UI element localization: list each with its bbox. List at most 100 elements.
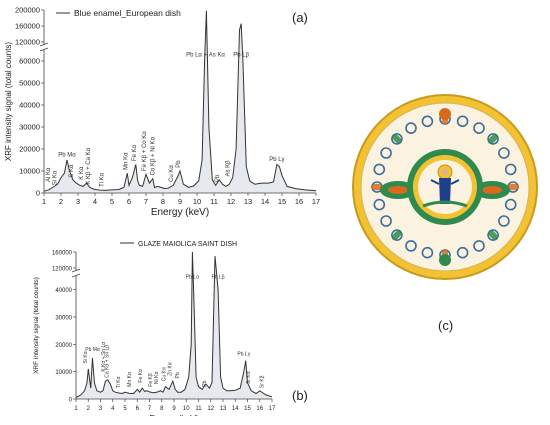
- y-tick-label: 0: [69, 398, 73, 404]
- leaf-motif: [488, 230, 498, 240]
- x-tick-label: 7: [148, 406, 152, 412]
- peak-label: Pb: [215, 174, 221, 182]
- spectrum-line: [43, 10, 317, 192]
- scroll-motif: [380, 215, 392, 227]
- x-tick-label: 16: [295, 197, 303, 206]
- peak-label: Zn Kα: [168, 362, 174, 376]
- peak-label: K Kα: [79, 166, 85, 180]
- dish-image: [352, 94, 538, 280]
- y-tick-label: 40000: [19, 101, 40, 110]
- y-tick-label: 160000: [15, 22, 40, 31]
- y-tick-label: 60000: [19, 57, 40, 66]
- ground-strip: [422, 200, 468, 208]
- scroll-motif: [456, 115, 469, 128]
- peak-label: K Kα + Sn Lα: [101, 342, 107, 372]
- x-tick-label: 3: [76, 197, 80, 206]
- x-tick-label: 5: [123, 406, 127, 412]
- x-tick-label: 4: [93, 197, 97, 206]
- peak-label: Cu Kα: [161, 367, 167, 381]
- xrf-chart-a: 1 2 3 4 5 6 7 8 9 10 11 12 13 14 15 16 17 0 10000 20000 3000…: [0, 0, 330, 225]
- axis-break-gap: [40, 45, 48, 49]
- x-tick-label: 10: [183, 406, 190, 412]
- scroll-motif: [456, 246, 469, 259]
- peak-label: Ni Kα: [154, 372, 160, 384]
- scroll-motif: [498, 215, 510, 227]
- x-tick-label: 3: [99, 406, 103, 412]
- x-tick-label: 1: [42, 197, 46, 206]
- leaf-motif: [392, 134, 402, 144]
- x-tick-label: 17: [269, 406, 276, 412]
- panel-label-b: (b): [292, 388, 308, 403]
- axis-break-mark: [71, 268, 81, 273]
- peak-label: Si Kα: [83, 351, 89, 363]
- x-tick-label: 5: [110, 197, 114, 206]
- x-tick-label: 14: [261, 197, 269, 206]
- x-tick-label: 1: [74, 406, 78, 412]
- y-tick-label: 20000: [55, 343, 72, 349]
- y-tick-label: 50000: [19, 79, 40, 88]
- xrf-chart-a-svg: 1 2 3 4 5 6 7 8 9 10 11 12 13 14 15 16 17010000200003000…: [4, 6, 320, 219]
- x-tick-label: 8: [160, 406, 164, 412]
- x-tick-label: 13: [244, 197, 252, 206]
- saint-arm: [430, 179, 440, 185]
- y-tick-label: 30000: [19, 123, 40, 132]
- x-tick-label: 13: [220, 406, 227, 412]
- peak-label: Mn Kα: [123, 152, 129, 170]
- scroll-motif: [487, 133, 499, 145]
- axis-break-mark: [71, 273, 81, 278]
- left-cartouche-inner: [388, 186, 408, 194]
- peak-label: Pb Lβ: [212, 275, 225, 281]
- leaf-motif: [488, 134, 498, 144]
- scroll-motif: [504, 198, 517, 211]
- x-tick-label: 8: [161, 197, 165, 206]
- x-tick-label: 9: [178, 197, 182, 206]
- scroll-motif: [473, 240, 485, 252]
- peak-label: Fe Kβ + Co Kα: [142, 131, 148, 171]
- maiolica-dish-photo: [350, 92, 540, 332]
- peak-label: Pb: [176, 160, 182, 168]
- peak-label: Ca Kα + Sn Lβ: [104, 345, 110, 378]
- y-tick-label: 120000: [52, 267, 73, 273]
- axis-break-gap: [72, 271, 80, 275]
- peak-label: Fe Kβ: [148, 373, 154, 387]
- scroll-motif: [380, 147, 392, 159]
- peak-label: Pb: [202, 380, 208, 386]
- peak-label: Ti Kα: [116, 376, 122, 388]
- x-tick-label: 9: [172, 406, 176, 412]
- scroll-motif: [405, 240, 417, 252]
- y-tick-label: 0: [36, 189, 40, 198]
- peak-label: Si Kα: [53, 170, 59, 185]
- peak-label: Ti Kα: [100, 172, 106, 186]
- panel-label-a: (a): [292, 10, 308, 25]
- y-axis-title: XRF intensity signal (total counts): [33, 277, 40, 374]
- peak-label: Sr Kβ: [259, 375, 265, 388]
- scroll-motif: [373, 198, 386, 211]
- scroll-motif: [373, 163, 386, 176]
- leaf-motif: [371, 183, 383, 191]
- y-axis-title: XRF intensity signal (total counts): [4, 42, 13, 161]
- x-axis-title: Energy (keV): [149, 413, 199, 416]
- y-tick-label: 40000: [55, 288, 72, 294]
- x-tick-label: 10: [193, 197, 201, 206]
- x-tick-label: 15: [244, 406, 251, 412]
- x-tick-label: 12: [207, 406, 214, 412]
- scroll-motif: [504, 163, 517, 176]
- peak-label: Cu Kα: [169, 165, 175, 182]
- x-tick-label: 2: [87, 406, 91, 412]
- x-tick-label: 14: [232, 406, 239, 412]
- leaf-motif: [392, 230, 402, 240]
- peak-label: Al Kα: [46, 167, 52, 182]
- peak-label: As Kβ: [225, 160, 231, 177]
- peak-label: Pb Lγ: [269, 157, 284, 163]
- y-tick-label: 120000: [15, 38, 40, 47]
- legend-label: GLAZE MAIOLICA SAINT DISH: [138, 241, 237, 248]
- peak-label: Co Kβ + Ni Kα: [151, 136, 157, 175]
- peak-label: Pb Lγ: [237, 351, 250, 357]
- panel-label-c: (c): [438, 318, 454, 333]
- scroll-motif: [473, 122, 485, 134]
- leaf-motif: [507, 183, 519, 191]
- x-tick-label: 7: [144, 197, 148, 206]
- saint-arm: [450, 179, 460, 185]
- scroll-motif: [498, 147, 510, 159]
- axis-break-mark: [39, 47, 49, 52]
